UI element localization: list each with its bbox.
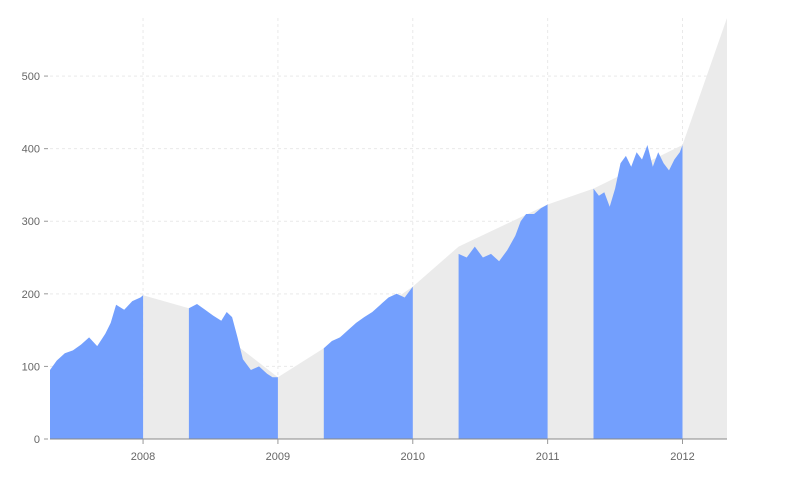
- gap-area: [143, 18, 728, 439]
- y-tick-label: 200: [22, 289, 40, 301]
- y-tick-label: 0: [34, 434, 40, 446]
- y-tick-label: 400: [22, 144, 40, 156]
- axes: 0 100 200 300 400 500 2008 2009 2010 2011 2012: [22, 71, 727, 463]
- x-tick-label: 2012: [670, 451, 694, 463]
- series-area-segment-4: [458, 204, 548, 439]
- series-area-segment-5: [593, 145, 683, 439]
- series-area-segment-1: [50, 295, 144, 439]
- series-area-segment-3: [323, 286, 413, 439]
- x-tick-label: 2010: [401, 451, 425, 463]
- y-tick-label: 100: [22, 361, 40, 373]
- series-layer: [50, 145, 683, 439]
- y-tick-label: 300: [22, 216, 40, 228]
- gap-fill-layer: [143, 18, 728, 439]
- x-tick-label: 2011: [536, 451, 560, 463]
- x-tick-label: 2009: [266, 451, 290, 463]
- series-area-segment-2: [188, 304, 278, 439]
- x-tick-label: 2008: [131, 451, 155, 463]
- y-tick-label: 500: [22, 71, 40, 83]
